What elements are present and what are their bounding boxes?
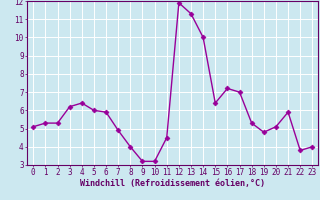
X-axis label: Windchill (Refroidissement éolien,°C): Windchill (Refroidissement éolien,°C)	[80, 179, 265, 188]
